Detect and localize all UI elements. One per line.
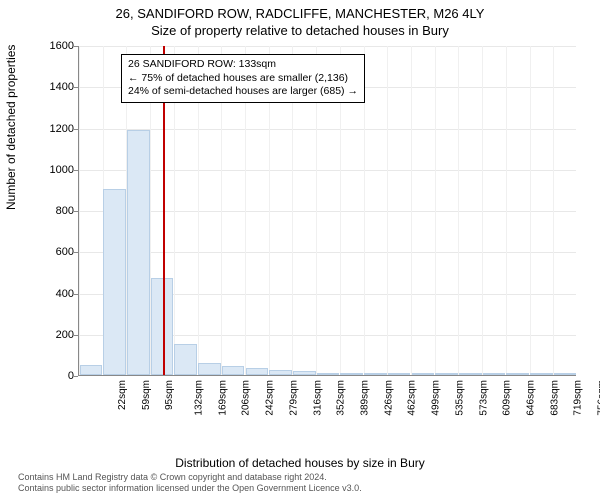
ytick-label: 200 bbox=[56, 329, 74, 341]
x-axis-label: Distribution of detached houses by size … bbox=[0, 456, 600, 470]
xtick-label: 242sqm bbox=[265, 380, 276, 416]
title-main: 26, SANDIFORD ROW, RADCLIFFE, MANCHESTER… bbox=[0, 6, 600, 21]
histogram-bar bbox=[388, 373, 411, 375]
xtick-label: 573sqm bbox=[478, 380, 489, 416]
xtick-label: 59sqm bbox=[141, 380, 152, 410]
title-sub: Size of property relative to detached ho… bbox=[0, 23, 600, 38]
histogram-bar bbox=[293, 371, 316, 375]
xtick-label: 499sqm bbox=[431, 380, 442, 416]
ytick-label: 1000 bbox=[50, 164, 74, 176]
ytick-label: 600 bbox=[56, 246, 74, 258]
footer: Contains HM Land Registry data © Crown c… bbox=[18, 472, 362, 495]
annotation-line: ← 75% of detached houses are smaller (2,… bbox=[128, 72, 358, 86]
xtick-label: 206sqm bbox=[241, 380, 252, 416]
xtick-label: 426sqm bbox=[383, 380, 394, 416]
xtick-label: 646sqm bbox=[526, 380, 537, 416]
ytick-label: 1400 bbox=[50, 81, 74, 93]
xtick-label: 352sqm bbox=[336, 380, 347, 416]
histogram-bar bbox=[222, 366, 245, 375]
xtick-label: 535sqm bbox=[454, 380, 465, 416]
annotation-line: 26 SANDIFORD ROW: 133sqm bbox=[128, 58, 358, 72]
annotation-box: 26 SANDIFORD ROW: 133sqm← 75% of detache… bbox=[121, 54, 365, 103]
xtick-label: 609sqm bbox=[502, 380, 513, 416]
xtick-label: 169sqm bbox=[217, 380, 228, 416]
histogram-bar bbox=[198, 363, 221, 375]
histogram-bar bbox=[483, 373, 506, 375]
chart-area: 26 SANDIFORD ROW: 133sqm← 75% of detache… bbox=[48, 46, 576, 426]
ytick-label: 1600 bbox=[50, 40, 74, 52]
histogram-bar bbox=[174, 344, 197, 375]
histogram-bar bbox=[554, 373, 577, 375]
footer-line-2: Contains public sector information licen… bbox=[18, 483, 362, 494]
histogram-bar bbox=[506, 373, 529, 375]
histogram-bar bbox=[127, 130, 150, 375]
plot-area: 26 SANDIFORD ROW: 133sqm← 75% of detache… bbox=[78, 46, 576, 376]
footer-line-1: Contains HM Land Registry data © Crown c… bbox=[18, 472, 362, 483]
histogram-bar bbox=[80, 365, 103, 375]
histogram-bar bbox=[317, 373, 340, 375]
title-block: 26, SANDIFORD ROW, RADCLIFFE, MANCHESTER… bbox=[0, 0, 600, 38]
xtick-label: 316sqm bbox=[312, 380, 323, 416]
histogram-bar bbox=[459, 373, 482, 375]
xtick-label: 389sqm bbox=[360, 380, 371, 416]
histogram-bar bbox=[364, 373, 387, 375]
xtick-label: 95sqm bbox=[164, 380, 175, 410]
xtick-label: 719sqm bbox=[573, 380, 584, 416]
xtick-label: 683sqm bbox=[549, 380, 560, 416]
y-axis-label: Number of detached properties bbox=[4, 45, 18, 210]
histogram-bar bbox=[103, 189, 126, 375]
histogram-bar bbox=[435, 373, 458, 375]
annotation-line: 24% of semi-detached houses are larger (… bbox=[128, 85, 358, 99]
xtick-label: 279sqm bbox=[288, 380, 299, 416]
histogram-bar bbox=[246, 368, 269, 375]
xtick-label: 132sqm bbox=[194, 380, 205, 416]
xtick-label: 22sqm bbox=[117, 380, 128, 410]
ytick-label: 800 bbox=[56, 205, 74, 217]
xtick-label: 462sqm bbox=[407, 380, 418, 416]
histogram-bar bbox=[340, 373, 363, 375]
histogram-bar bbox=[412, 373, 435, 375]
histogram-bar bbox=[530, 373, 553, 375]
histogram-bar bbox=[269, 370, 292, 375]
ytick-label: 400 bbox=[56, 288, 74, 300]
ytick-label: 1200 bbox=[50, 123, 74, 135]
